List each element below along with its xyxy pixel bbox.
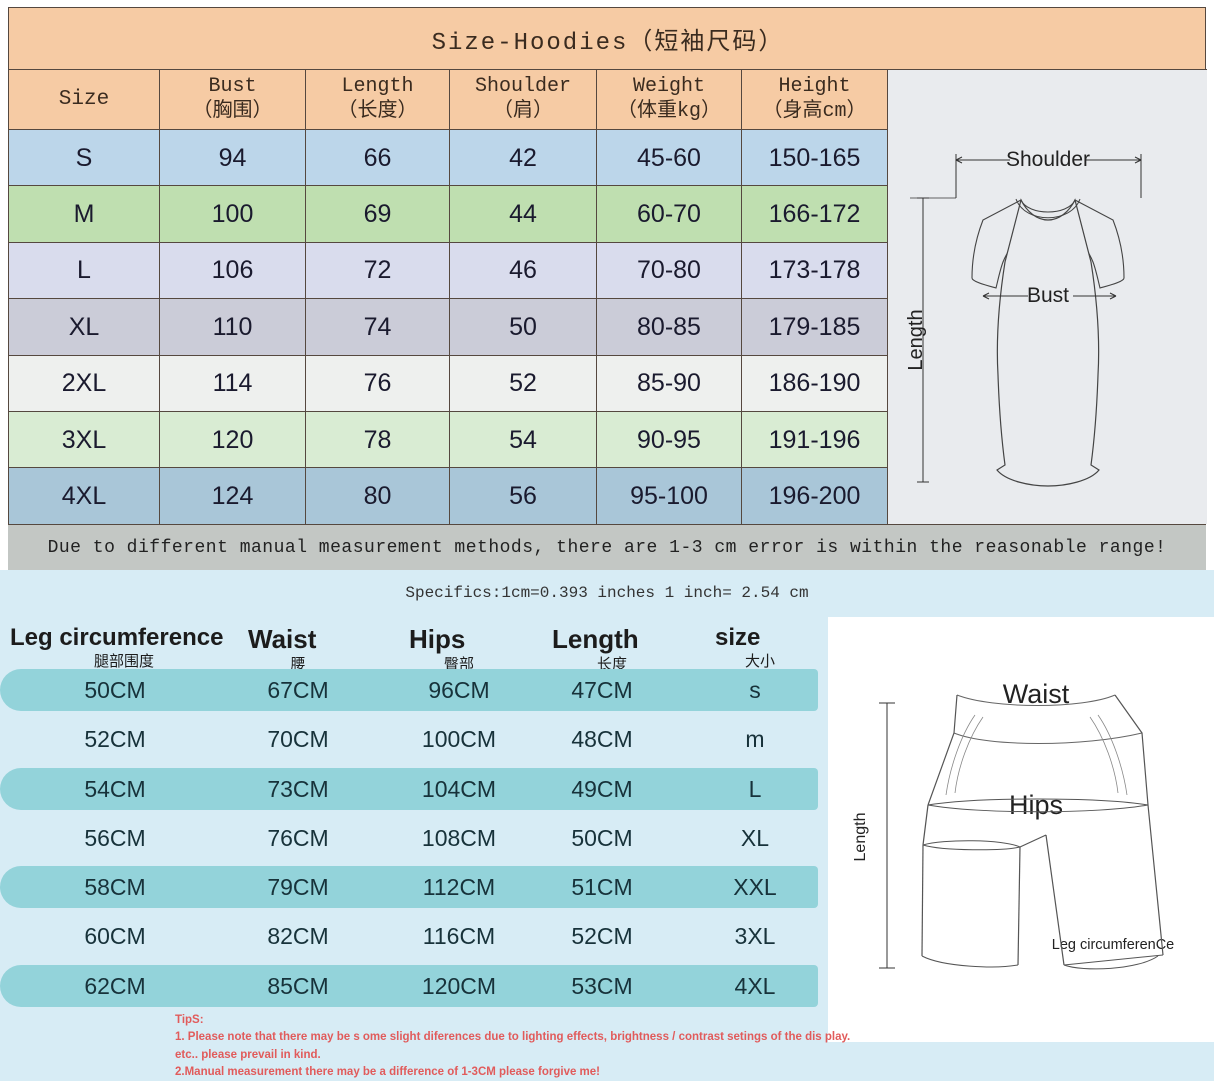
svg-text:Leg circumferenCe: Leg circumferenCe: [1052, 937, 1175, 953]
svg-text:Length: Length: [905, 309, 927, 370]
svg-text:Bust: Bust: [1027, 284, 1069, 307]
svg-text:Shoulder: Shoulder: [1006, 148, 1090, 171]
svg-text:Length: Length: [852, 813, 869, 862]
svg-text:Hips: Hips: [1009, 790, 1063, 820]
